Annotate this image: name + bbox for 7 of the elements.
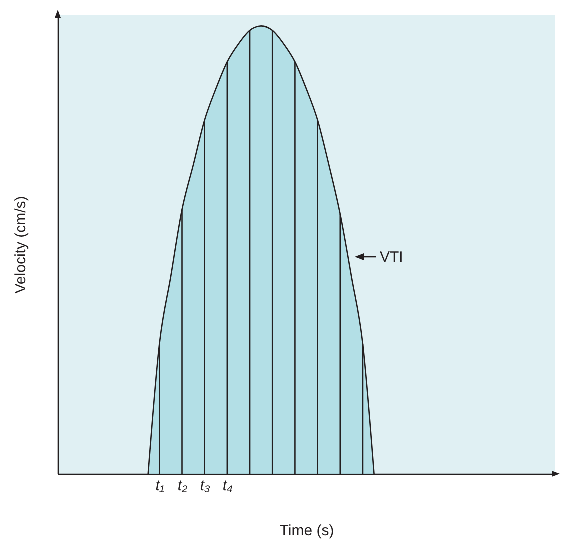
x-tick-label: t₁: [156, 478, 165, 494]
y-axis-title: Velocity (cm/s): [12, 196, 30, 294]
annotation: VTI: [380, 249, 404, 266]
x-axis-title: Time (s): [280, 522, 334, 540]
x-tick-label: t₂: [178, 478, 188, 494]
x-tick-label: t₄: [222, 478, 234, 494]
x-tick-label: t₃: [200, 478, 210, 494]
